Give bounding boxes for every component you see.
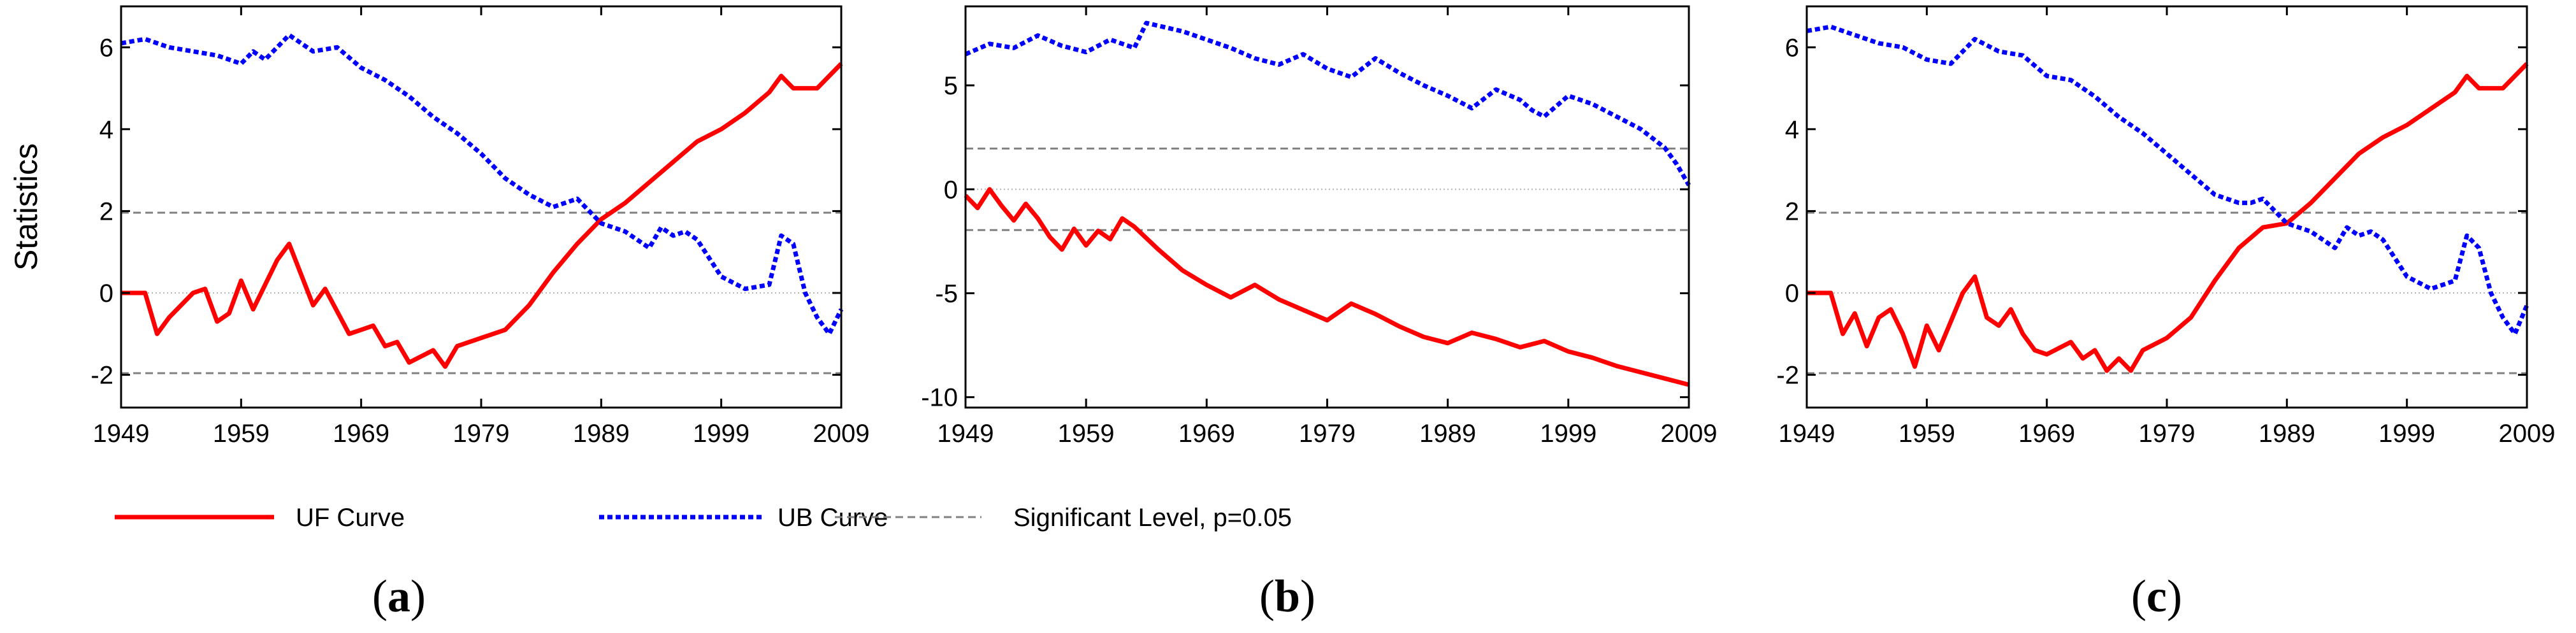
x-tick-label: 1969 [1178,420,1235,448]
x-tick-label: 2009 [2499,420,2556,448]
ub-curve-line [964,20,1691,187]
x-tick-label: 1959 [1899,420,1955,448]
y-tick-label: -5 [935,280,958,308]
panel-label-b: (b) [1259,571,1315,622]
x-tick-label: 1979 [2139,420,2196,448]
plot-frame [1805,5,2528,409]
y-tick-label: 2 [1785,197,1799,225]
panel-label-a: (a) [372,571,426,622]
y-tick-label: 0 [944,176,958,204]
uf-curve-line [121,62,843,369]
x-tick-label: 1999 [1540,420,1596,448]
x-tick-label: 1989 [1419,420,1476,448]
x-tick-label: 1969 [2018,420,2075,448]
panel-label-c: (c) [2131,571,2182,622]
x-tick-label: 1989 [573,420,630,448]
legend: UF Curve UB Curve Significant Level, p=0… [115,504,1292,532]
x-tick-label: 1949 [937,420,994,448]
y-tick-label: 0 [1785,280,1799,308]
uf-curve-line [1807,62,2529,373]
ub-curve-line [120,32,844,336]
panel-labels: (a) (b) (c) [372,571,2182,622]
chart-panels: -2 0 2 4 6 1949 1959 1969 1979 1989 1999 2009 Statis… [8,5,2556,448]
ub-curve-line [1806,24,2529,336]
y-tick-label: -10 [921,384,958,412]
y-tick-label: 2 [99,197,113,225]
y-tick-label: 0 [99,280,113,308]
panel-b: -10 -5 0 5 1949 1959 1969 1979 1989 1999 2009 [921,5,1718,448]
legend-significance-label: Significant Level, p=0.05 [1013,504,1292,532]
x-tick-label: 1979 [453,420,510,448]
panel-a: -2 0 2 4 6 1949 1959 1969 1979 1989 1999 2009 Statis… [8,5,870,448]
uf-curve-line [964,187,1690,387]
panel-c: -2 0 2 4 6 1949 1959 1969 1979 1989 1999 2009 [1776,5,2556,448]
y-tick-label: 6 [1785,34,1799,62]
x-tick-label: 1999 [2378,420,2435,448]
plot-frame [120,5,843,409]
y-tick-label: -2 [1776,362,1799,390]
x-tick-label: 2009 [813,420,870,448]
x-tick-label: 1949 [93,420,150,448]
y-axis-title: Statistics [8,143,44,271]
x-tick-label: 1979 [1299,420,1356,448]
y-tick-label: -2 [90,362,113,390]
x-tick-label: 1969 [333,420,389,448]
y-tick-label: 4 [99,116,113,144]
x-tick-label: 1949 [1779,420,1835,448]
x-tick-label: 1989 [2259,420,2315,448]
x-tick-label: 2009 [1661,420,1718,448]
x-tick-label: 1999 [693,420,749,448]
y-tick-label: 5 [944,72,958,100]
legend-uf-label: UF Curve [296,504,405,532]
y-tick-label: 4 [1785,116,1799,144]
legend-ub-label: UB Curve [778,504,888,532]
x-tick-label: 1959 [1058,420,1115,448]
y-tick-label: 6 [99,34,113,62]
x-tick-label: 1959 [213,420,270,448]
